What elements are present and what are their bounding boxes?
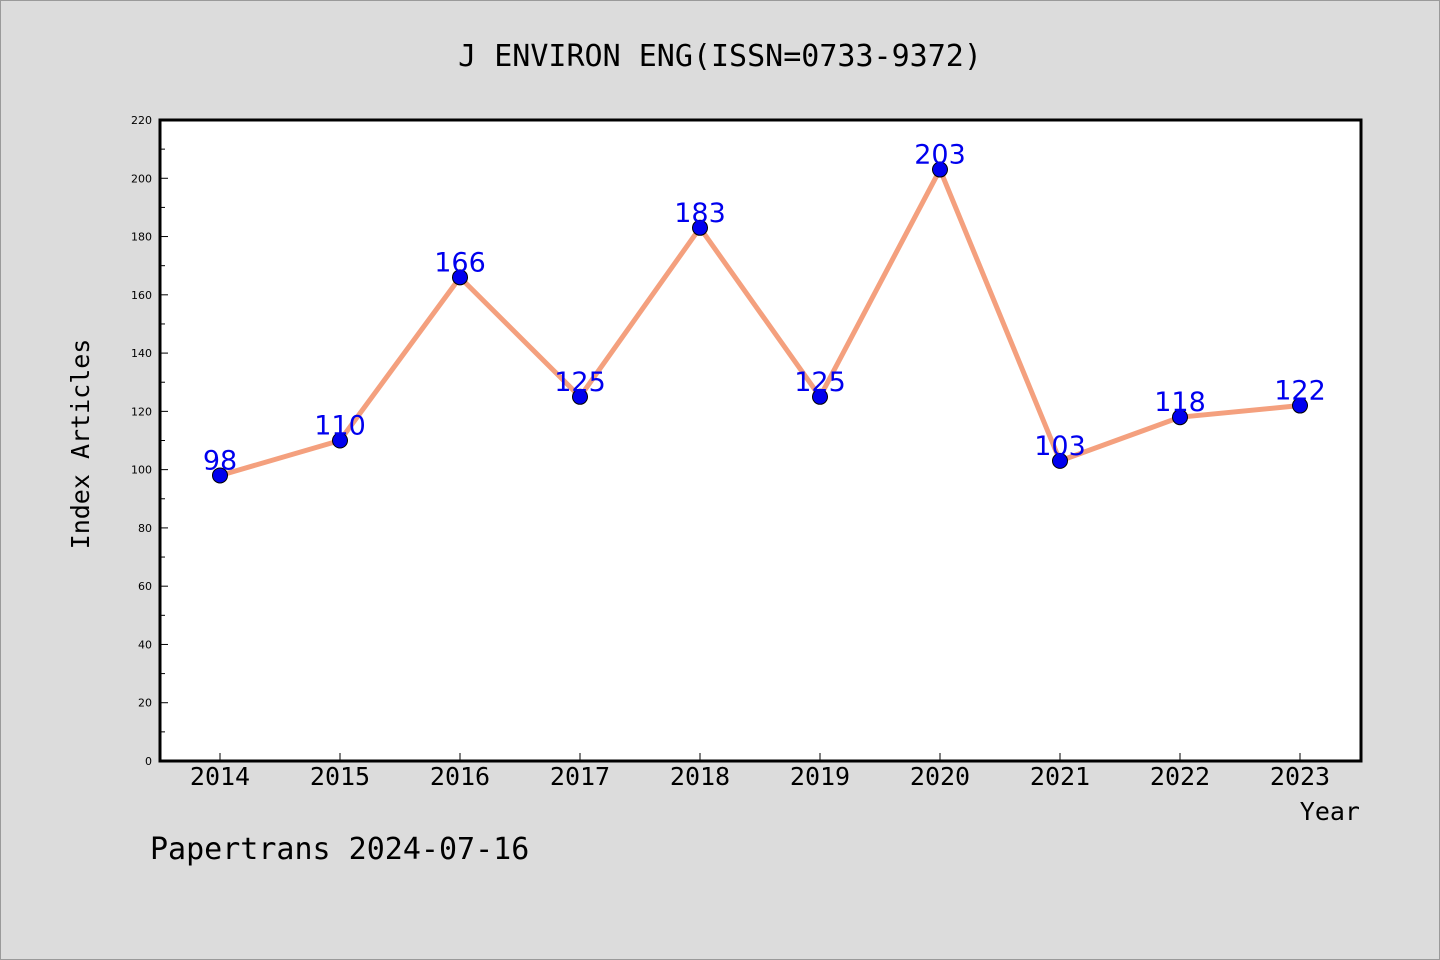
data-label: 125 [794,367,846,398]
y-tick-label: 200 [131,172,152,185]
data-label: 98 [203,445,237,476]
x-axis: 2014 2015 2016 2017 2018 2019 2020 2021 2022 2023 [190,753,1330,791]
x-axis-label: Year [1300,797,1360,826]
y-tick-label: 220 [131,114,152,127]
series-layer [217,167,1303,478]
x-tick-label: 2021 [1030,762,1090,791]
data-point [1292,397,1308,414]
footer-text: Papertrans 2024-07-16 [150,832,530,867]
y-tick-label: 140 [131,347,152,360]
y-axis: 0 20 40 60 80 100 120 140 160 180 200 220 [131,114,168,768]
data-point [932,161,948,178]
y-tick-label: 60 [138,580,152,593]
data-label: 125 [554,367,606,398]
data-point [812,388,828,405]
data-label: 183 [674,198,726,229]
x-tick-label: 2014 [190,762,250,791]
data-markers [212,161,1308,484]
x-tick-label: 2015 [310,762,370,791]
data-point [1172,409,1188,426]
data-point [692,219,708,236]
data-point [1052,452,1068,469]
chart-title: J ENVIRON ENG(ISSN=0733-9372) [458,39,982,74]
data-point [452,269,468,286]
x-tick-label: 2019 [790,762,850,791]
data-point [572,388,588,405]
x-tick-label: 2016 [430,762,490,791]
x-tick-label: 2018 [670,762,730,791]
data-point [212,467,228,484]
y-tick-label: 160 [131,289,152,302]
y-tick-label: 0 [145,755,152,768]
y-tick-label: 80 [138,522,152,535]
y-tick-label: 100 [131,464,152,477]
y-tick-label: 20 [138,697,152,710]
series-line [217,167,1303,478]
y-tick-label: 40 [138,638,152,651]
data-label: 122 [1274,376,1326,407]
data-labels: 98 110 166 125 183 125 203 103 118 122 [203,140,1326,477]
data-label: 118 [1154,387,1206,418]
y-tick-label: 180 [131,231,152,244]
data-label: 166 [434,247,486,278]
x-tick-label: 2017 [550,762,610,791]
x-tick-label: 2023 [1270,762,1330,791]
x-tick-label: 2022 [1150,762,1210,791]
data-label: 103 [1034,431,1086,462]
y-tick-label: 120 [131,405,152,418]
y-axis-label: Index Articles [66,339,95,550]
data-point [332,432,348,449]
x-tick-label: 2020 [910,762,970,791]
data-label: 203 [914,140,966,171]
plot-area [158,118,1363,763]
data-label: 110 [314,411,366,442]
